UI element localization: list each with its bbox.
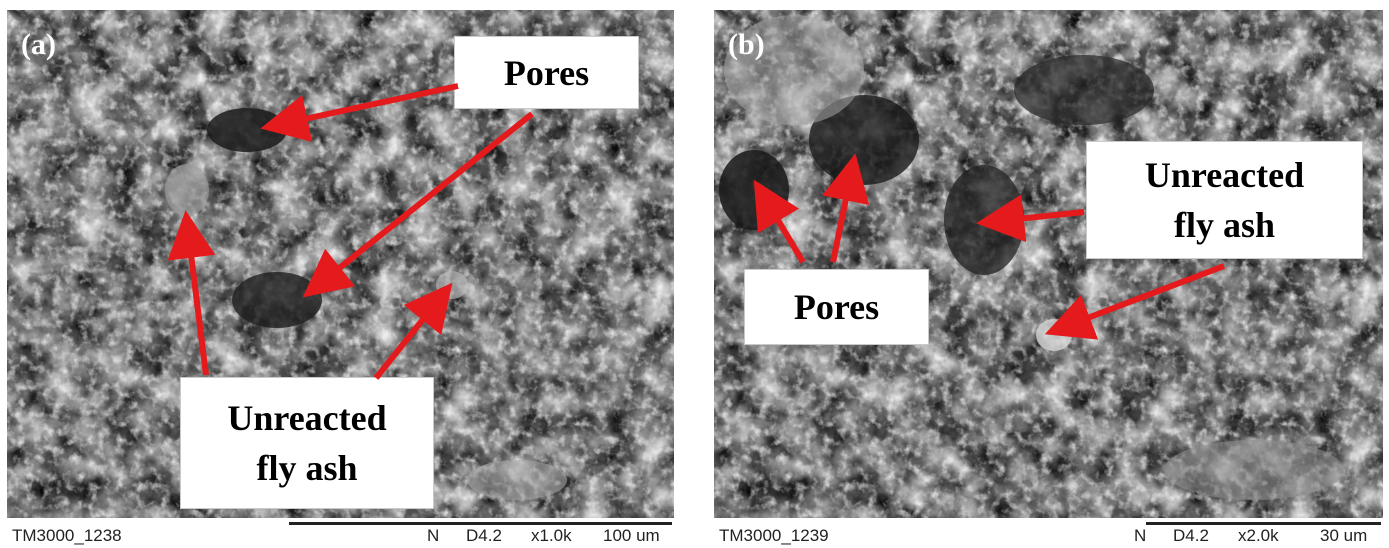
callout-pores-text: Pores bbox=[794, 282, 879, 332]
image-id: TM3000_1239 bbox=[719, 526, 829, 546]
scale-bar bbox=[1146, 522, 1381, 525]
callout-pores: Pores bbox=[454, 36, 639, 109]
callout-pores: Pores bbox=[744, 269, 929, 345]
callout-unreacted-line1: Unreacted bbox=[227, 393, 386, 443]
callout-unreacted-fly-ash: Unreacted fly ash bbox=[1086, 141, 1363, 259]
micrograph-panel-a: (a) Pores Unreacted fly ash bbox=[7, 10, 674, 518]
callout-unreacted-line2: fly ash bbox=[256, 443, 357, 493]
callout-unreacted-fly-ash: Unreacted fly ash bbox=[180, 377, 434, 509]
callout-unreacted-line2: fly ash bbox=[1174, 200, 1275, 250]
mode-label: N bbox=[1134, 526, 1146, 546]
scale-footer-a: TM3000_1238 N D4.2 x1.0k 100 um bbox=[7, 518, 674, 548]
panel-label: (b) bbox=[728, 28, 765, 62]
scale-label: 100 um bbox=[603, 526, 660, 546]
panel-label: (a) bbox=[21, 28, 56, 62]
detector-label: D4.2 bbox=[466, 526, 502, 546]
sem-micrograph-b bbox=[714, 10, 1383, 518]
magnification-label: x2.0k bbox=[1238, 526, 1279, 546]
micrograph-panel-b: (b) Unreacted fly ash Pores bbox=[714, 10, 1383, 518]
callout-pores-text: Pores bbox=[504, 48, 589, 98]
detector-label: D4.2 bbox=[1173, 526, 1209, 546]
image-id: TM3000_1238 bbox=[12, 526, 122, 546]
scale-label: 30 um bbox=[1320, 526, 1367, 546]
magnification-label: x1.0k bbox=[531, 526, 572, 546]
scale-bar bbox=[289, 522, 672, 525]
mode-label: N bbox=[427, 526, 439, 546]
callout-unreacted-line1: Unreacted bbox=[1145, 150, 1304, 200]
scale-footer-b: TM3000_1239 N D4.2 x2.0k 30 um bbox=[714, 518, 1383, 548]
